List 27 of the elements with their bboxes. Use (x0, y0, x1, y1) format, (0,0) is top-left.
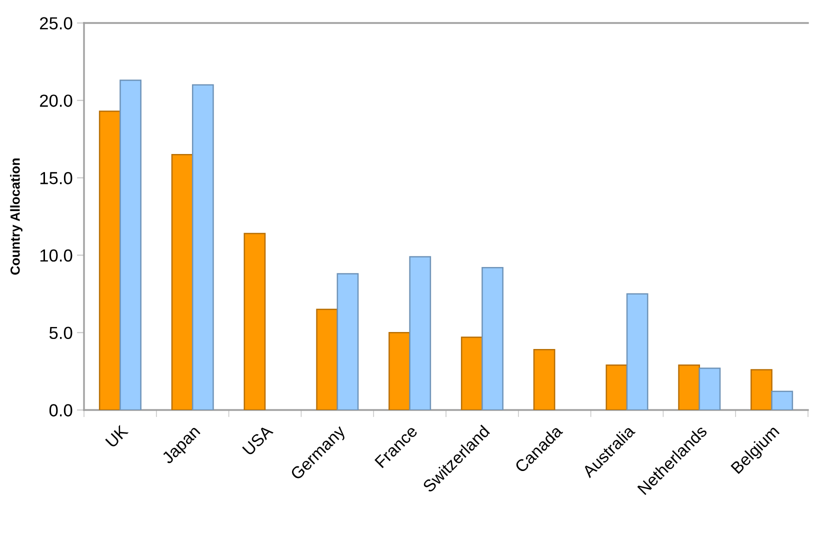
bar (626, 293, 648, 410)
bar (120, 80, 142, 410)
x-tick-label: UK (105, 424, 129, 448)
bar (771, 390, 794, 410)
bar (750, 369, 772, 410)
y-tick-label: 25.0 (40, 17, 72, 30)
y-tick-label: 0.0 (49, 404, 72, 416)
bar (98, 110, 121, 410)
bar (482, 266, 504, 410)
bar (698, 368, 721, 410)
y-tick-label: 20.0 (40, 94, 72, 107)
bar (316, 308, 338, 410)
y-axis-title: Country Allocation (10, 158, 22, 275)
bar (678, 364, 700, 410)
bar (606, 364, 628, 410)
bar (533, 349, 556, 410)
bar (460, 336, 483, 410)
bar (388, 332, 410, 410)
bar (171, 154, 194, 410)
bar (409, 256, 432, 410)
y-tick-label: 15.0 (40, 172, 72, 184)
y-tick-label: 10.0 (40, 249, 72, 262)
bar (336, 273, 359, 410)
bar (192, 84, 214, 410)
x-tick-label: USA (242, 424, 274, 456)
y-tick-label: 5.0 (49, 326, 72, 340)
bar (244, 232, 266, 410)
